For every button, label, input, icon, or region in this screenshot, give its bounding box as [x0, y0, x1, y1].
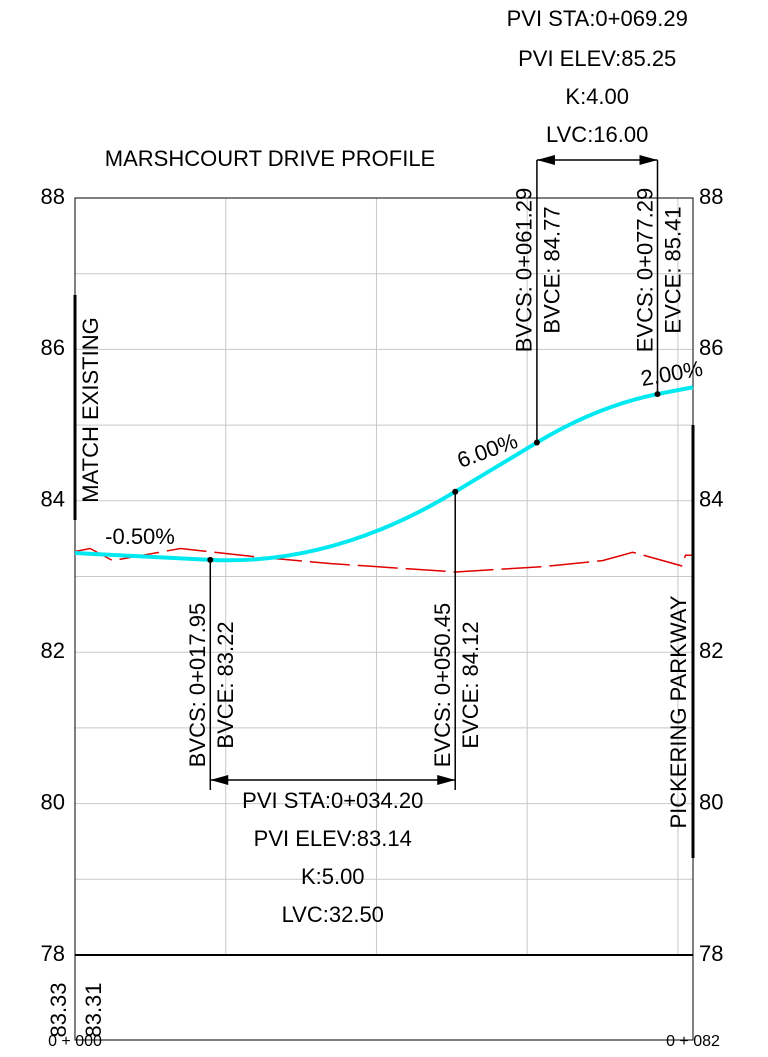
grade-label: 6.00% [454, 428, 521, 473]
curve-label: PVI ELEV:83.14 [254, 826, 412, 851]
band-label: 83.33 [46, 982, 71, 1037]
y-tick-label: 84 [41, 487, 65, 512]
curve-label: K:4.00 [565, 84, 629, 109]
grade-label: -0.50% [105, 524, 175, 549]
curve-label: LVC:16.00 [546, 122, 648, 147]
y-tick-label-right: 80 [699, 789, 723, 814]
bvcs-label: BVCS: 0+017.95 [185, 603, 210, 768]
curve-label: PVI STA:0+069.29 [507, 6, 688, 31]
proposed-profile [74, 385, 694, 563]
evc-point [452, 488, 459, 495]
y-tick-label-right: 84 [699, 487, 723, 512]
bvce-label: BVCE: 83.22 [213, 621, 238, 748]
match-existing: MATCH EXISTING [78, 317, 103, 502]
y-tick-label-right: 82 [699, 638, 723, 663]
y-tick-label: 86 [41, 335, 65, 360]
y-tick-label-right: 86 [699, 335, 723, 360]
evcs-label: EVCS: 0+077.29 [632, 188, 657, 353]
bvcs-label: BVCS: 0+061.29 [512, 188, 537, 353]
evce-label: EVCE: 85.41 [660, 206, 685, 333]
curve-label: LVC:32.50 [282, 902, 384, 927]
y-tick-label-right: 78 [699, 941, 723, 966]
pickering-parkway: PICKERING PARKWAY [666, 595, 691, 828]
y-tick-label: 82 [41, 638, 65, 663]
x-tick-label: 0 + 082 [666, 1033, 720, 1050]
bvce-label: BVCE: 84.77 [540, 206, 565, 333]
evce-label: EVCE: 84.12 [458, 621, 483, 748]
bvc-point [207, 556, 214, 563]
band-label: 83.31 [81, 982, 106, 1037]
y-tick-label: 78 [41, 941, 65, 966]
grade-label: 2.00% [639, 356, 705, 391]
curve-label: K:5.00 [301, 864, 365, 889]
existing-ground [74, 547, 693, 573]
y-tick-label: 80 [41, 789, 65, 814]
x-tick-label: 0 + 000 [48, 1033, 102, 1050]
curve-label: PVI ELEV:85.25 [518, 46, 676, 71]
evc-point [654, 391, 661, 398]
chart-title: MARSHCOURT DRIVE PROFILE [105, 146, 435, 171]
evcs-label: EVCS: 0+050.45 [430, 603, 455, 768]
curve-label: PVI STA:0+034.20 [242, 788, 423, 813]
bvc-point [533, 439, 540, 446]
y-tick-label: 88 [41, 184, 65, 209]
y-tick-label-right: 88 [699, 184, 723, 209]
data-band [74, 954, 694, 1041]
